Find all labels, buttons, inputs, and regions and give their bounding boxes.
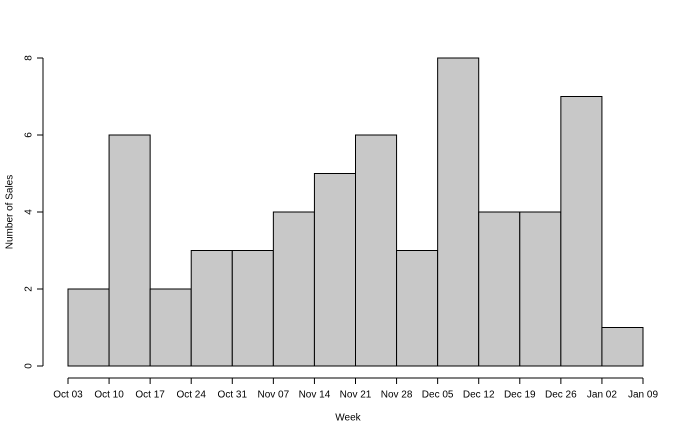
bar	[560, 96, 603, 367]
x-tick-label: Dec 05	[422, 390, 454, 401]
x-tick-label: Dec 19	[504, 390, 536, 401]
y-axis-label: Number of Sales	[5, 175, 16, 249]
bar	[396, 250, 439, 367]
bar	[313, 173, 356, 367]
y-tick-label: 2	[24, 286, 35, 292]
x-tick-label: Oct 17	[135, 390, 165, 401]
bar	[108, 134, 151, 367]
x-tick-label: Dec 26	[545, 390, 577, 401]
x-tick-label: Oct 31	[218, 390, 248, 401]
bar	[355, 134, 398, 367]
x-tick-label: Oct 10	[94, 390, 124, 401]
x-tick-label: Jan 09	[628, 390, 658, 401]
x-tick-label: Oct 03	[53, 390, 83, 401]
bar	[67, 288, 110, 367]
x-axis-label: Week	[335, 413, 361, 424]
bar	[190, 250, 233, 367]
bar	[601, 327, 644, 367]
x-tick-label: Dec 12	[463, 390, 495, 401]
bar	[272, 211, 315, 367]
x-tick-label: Nov 21	[340, 390, 372, 401]
bar	[478, 211, 521, 367]
x-tick-label: Jan 02	[587, 390, 617, 401]
y-tick-label: 0	[24, 363, 35, 369]
bar	[519, 211, 562, 367]
x-tick-label: Oct 24	[176, 390, 206, 401]
x-tick-label: Nov 14	[299, 390, 331, 401]
bar	[437, 57, 480, 367]
x-tick-label: Nov 07	[258, 390, 290, 401]
x-tick-label: Nov 28	[381, 390, 413, 401]
bar	[149, 288, 192, 367]
y-tick-label: 8	[24, 55, 35, 61]
y-tick-label: 6	[24, 132, 35, 138]
bar	[231, 250, 274, 367]
y-tick-label: 4	[24, 209, 35, 215]
